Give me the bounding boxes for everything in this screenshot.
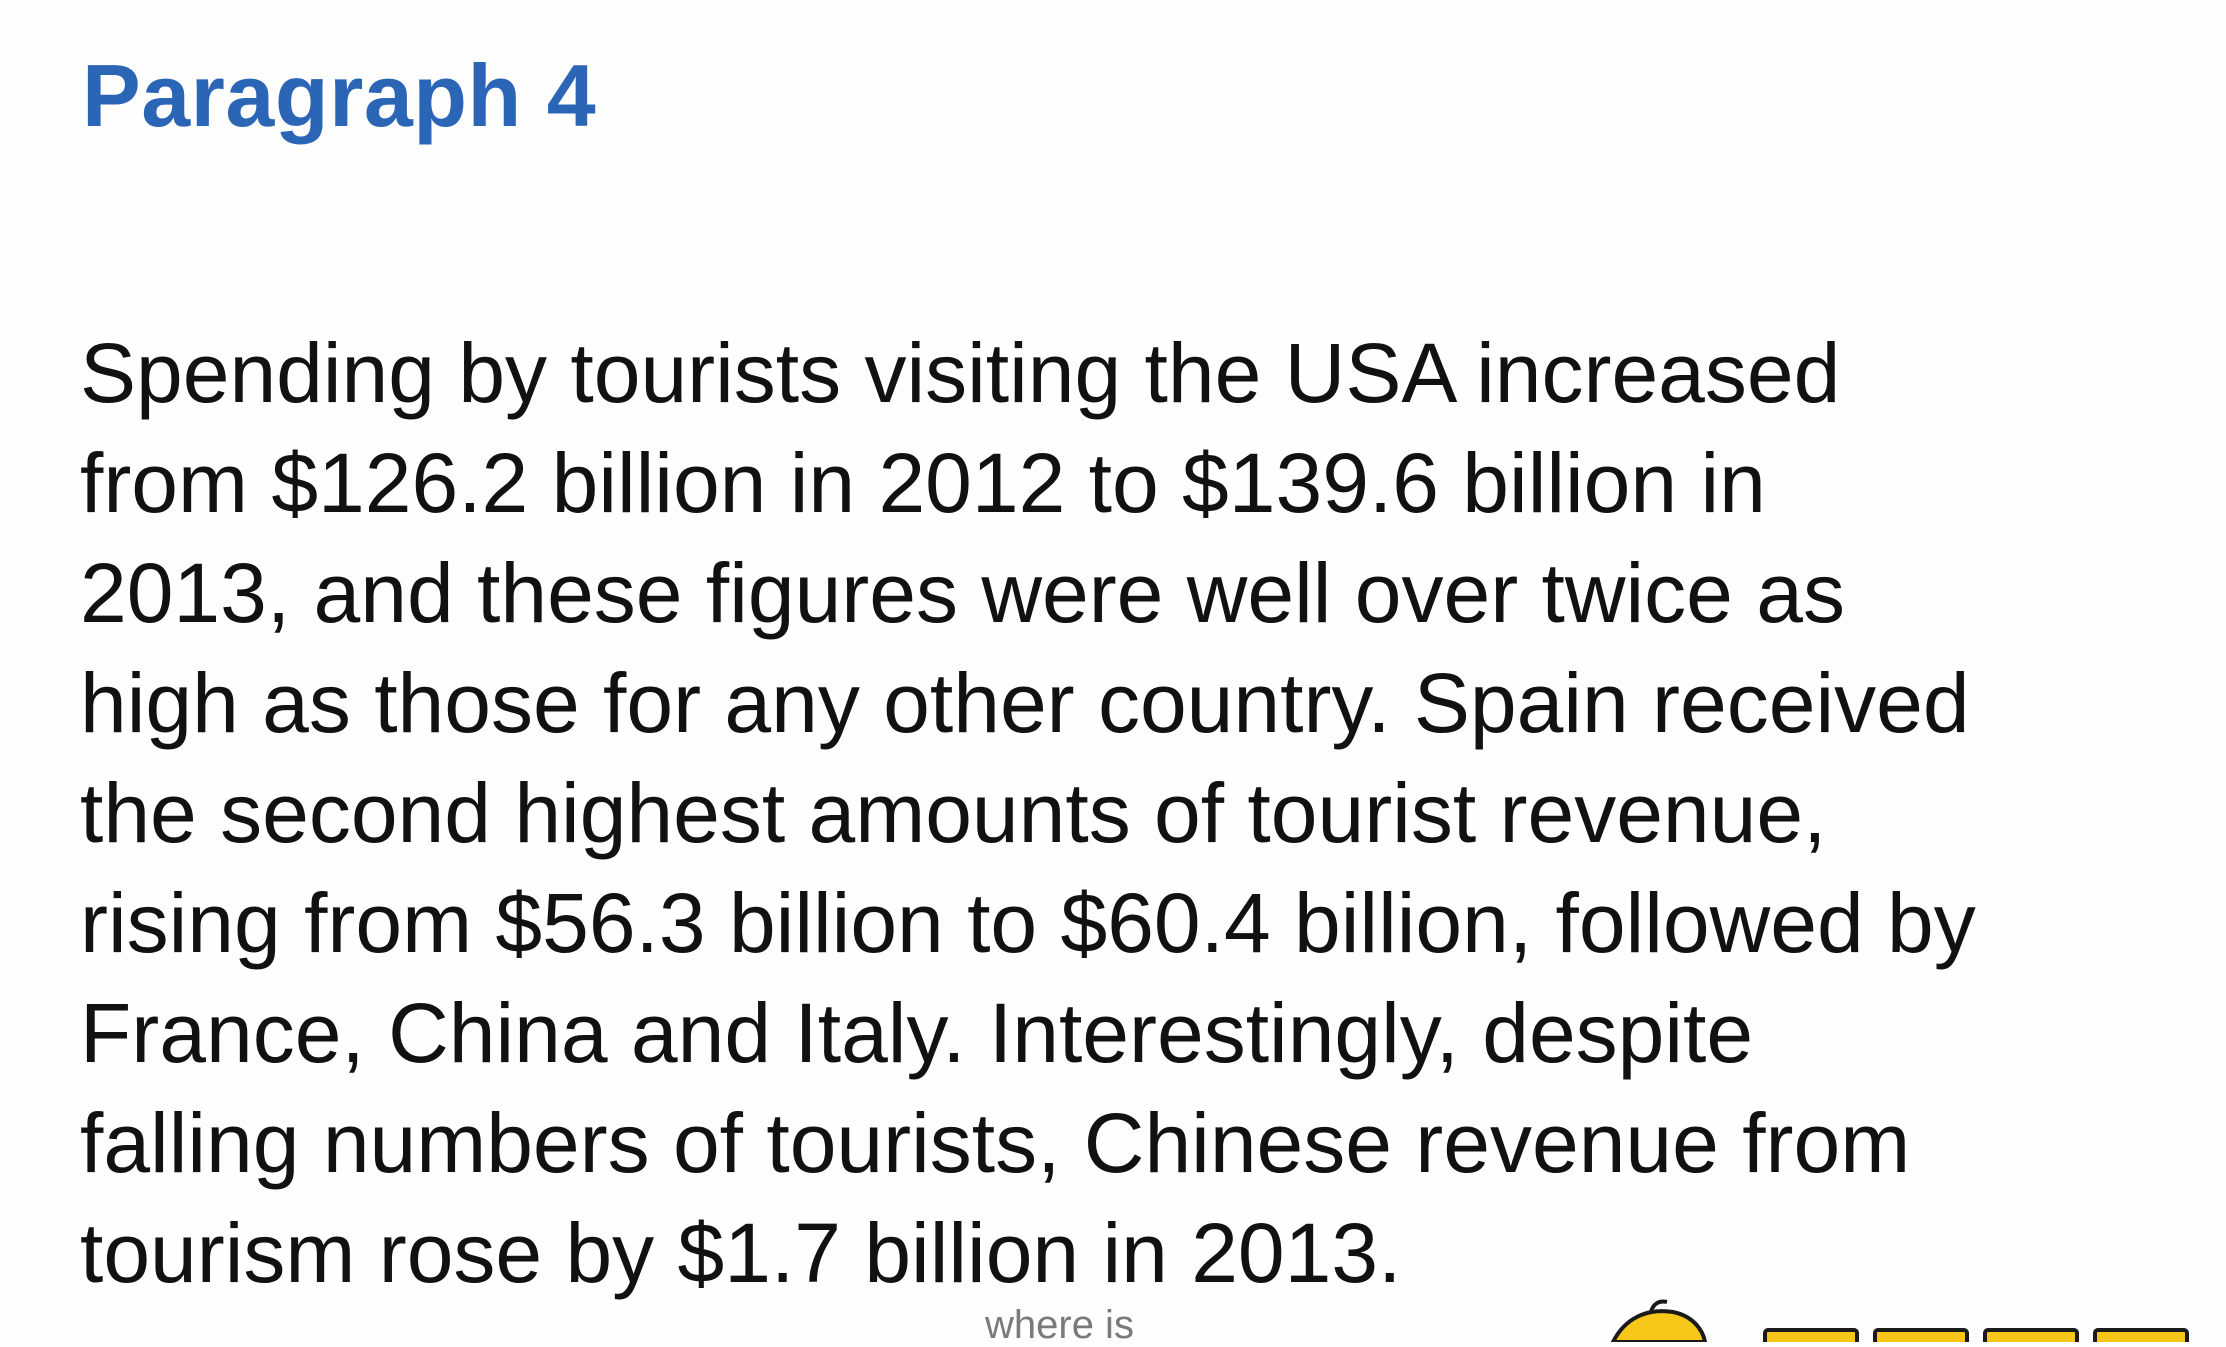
paragraph-line: high as those for any other country. Spa… xyxy=(80,656,1970,750)
paragraph-heading: Paragraph 4 xyxy=(82,46,597,145)
paragraph-line: the second highest amounts of tourist re… xyxy=(80,766,1827,860)
paragraph-line: tourism rose by $1.7 billion in 2013. xyxy=(80,1206,1402,1300)
paragraph-line: Spending by tourists visiting the USA in… xyxy=(80,326,1841,420)
paragraph-line: 2013, and these figures were well over t… xyxy=(80,546,1845,640)
subtitle-caption-fragment: where is xyxy=(985,1303,1134,1347)
paragraph-line: from $126.2 billion in 2012 to $139.6 bi… xyxy=(80,436,1766,530)
watermark-logo xyxy=(1595,1292,2226,1342)
paragraph-line: rising from $56.3 billion to $60.4 billi… xyxy=(80,876,1976,970)
paragraph-line: France, China and Italy. Interestingly, … xyxy=(80,986,1754,1080)
paragraph-body: Spending by tourists visiting the USA in… xyxy=(80,318,1976,1308)
logo-mascot-icon xyxy=(1610,1299,2189,1342)
paragraph-line: falling numbers of tourists, Chinese rev… xyxy=(80,1096,1911,1190)
